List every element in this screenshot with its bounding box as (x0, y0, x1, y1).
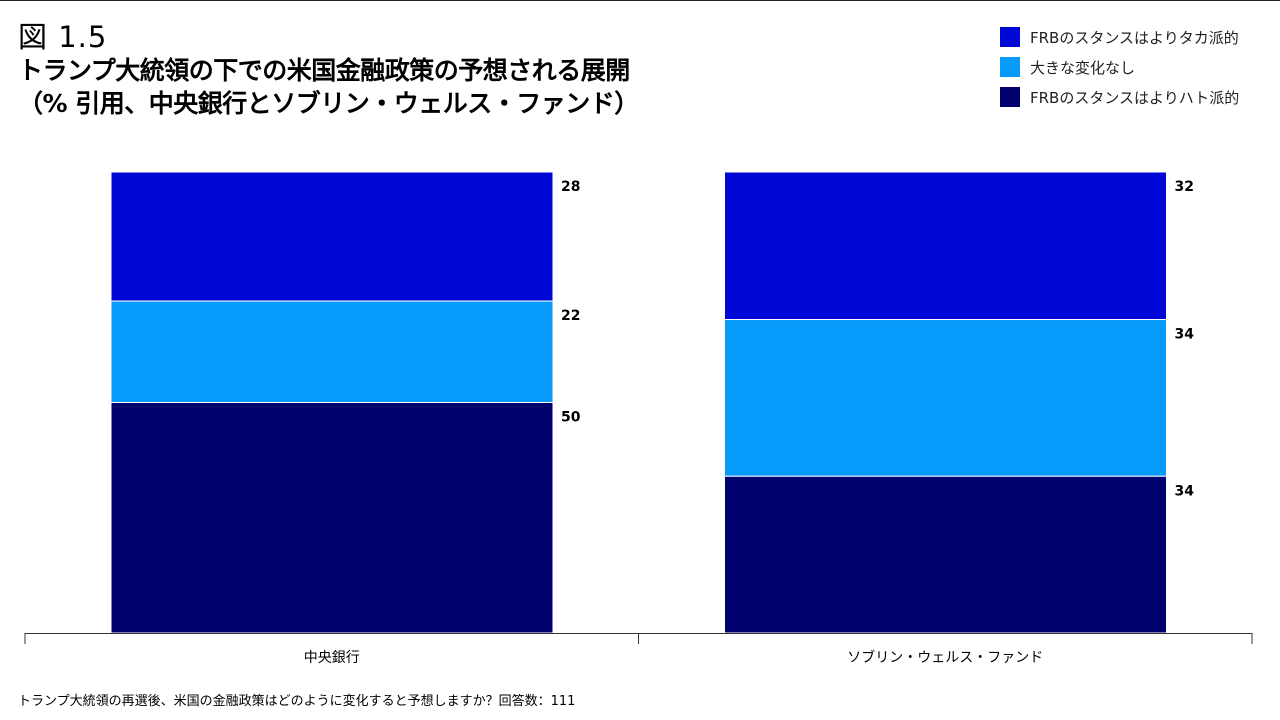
footnote: トランプ大統領の再選後、米国の金融政策はどのように変化すると予想しますか？回答数… (18, 694, 576, 709)
legend-item-no-change: 大きな変化なし (1000, 57, 1239, 77)
figure-label: 図 1.5 (18, 20, 108, 54)
data-label-1-1: 34 (1175, 327, 1195, 343)
bar-segment-1-2 (724, 475, 1167, 634)
legend-label-no-change: 大きな変化なし (1030, 58, 1136, 77)
data-label-1-2: 34 (1175, 483, 1195, 499)
legend-swatch-no-change (1000, 57, 1020, 77)
bar-segment-1-0 (724, 171, 1167, 321)
bar-segment-0-2 (110, 402, 554, 634)
data-label-0-0: 28 (561, 179, 580, 195)
legend-label-hawkish: FRBのスタンスはよりタカ派的 (1030, 28, 1239, 47)
top-rule (0, 0, 1280, 1)
legend-swatch-dovish (1000, 87, 1020, 107)
data-label-0-2: 50 (561, 410, 581, 426)
legend: FRBのスタンスはよりタカ派的 大きな変化なし FRBのスタンスはよりハト派的 (1000, 27, 1239, 117)
category-label-1: ソブリン・ウェルス・ファンド (847, 649, 1043, 666)
data-label-1-0: 32 (1175, 179, 1194, 195)
chart-title-line2: （% 引用、中央銀行とソブリン・ウェルス・ファンド） (18, 89, 639, 118)
category-label-0: 中央銀行 (304, 650, 360, 666)
legend-swatch-hawkish (1000, 27, 1020, 47)
legend-item-dovish: FRBのスタンスはよりハト派的 (1000, 87, 1239, 107)
bar-segment-1-1 (724, 319, 1167, 477)
legend-item-hawkish: FRBのスタンスはよりタカ派的 (1000, 27, 1239, 47)
bar-segment-0-1 (110, 300, 554, 403)
chart-title: トランプ大統領の下での米国金融政策の予想される展開 （% 引用、中央銀行とソブリ… (18, 54, 639, 120)
bar-segment-0-0 (110, 171, 554, 302)
legend-label-dovish: FRBのスタンスはよりハト派的 (1030, 88, 1240, 107)
chart-title-line1: トランプ大統領の下での米国金融政策の予想される展開 (18, 56, 630, 85)
data-label-0-1: 22 (561, 308, 580, 324)
